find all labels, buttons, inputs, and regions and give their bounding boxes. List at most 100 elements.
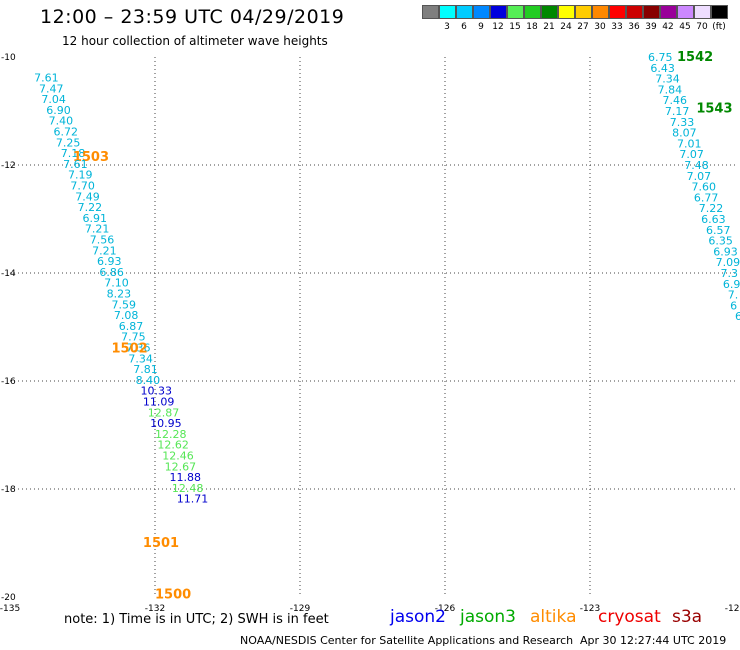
pass-number-label: 1543	[696, 101, 732, 116]
wave-height-value: 7.07	[687, 170, 712, 183]
wave-height-value: 12.87	[148, 406, 180, 419]
page-subtitle: 12 hour collection of altimeter wave hei…	[62, 34, 328, 48]
wave-height-value: 12.62	[157, 439, 189, 452]
wave-height-value: 8.23	[107, 288, 131, 301]
wave-height-value: 7.47	[39, 82, 64, 95]
wave-height-value: 6.87	[119, 320, 144, 333]
wave-height-value: 8.07	[672, 127, 697, 140]
wave-height-value: 6.63	[701, 213, 726, 226]
pass-number-label: 1503	[73, 150, 109, 165]
wave-height-value: 8.40	[136, 374, 161, 387]
scale-swatch	[626, 5, 643, 19]
wave-height-value: 7.25	[56, 136, 81, 149]
wave-height-value: 6.77	[694, 191, 719, 204]
wave-height-value: 7.10	[104, 277, 129, 290]
legend-item-altika: altika	[530, 607, 577, 627]
x-tick-label: -135	[0, 604, 20, 614]
wave-height-value: 11.09	[143, 396, 175, 409]
x-tick-label: -129	[290, 604, 311, 614]
wave-height-value: 7.75	[121, 331, 145, 344]
scale-swatch	[456, 5, 473, 19]
y-tick-label: -16	[1, 377, 16, 387]
scale-label: 21	[543, 22, 555, 32]
wave-height-value: 11.88	[170, 471, 202, 484]
wave-height-value: 6.72	[54, 126, 79, 139]
y-tick-label: -10	[1, 53, 16, 63]
wave-height-value: 7.48	[684, 159, 709, 172]
scale-label: 36	[628, 22, 640, 32]
scale-label: 6	[461, 22, 467, 32]
pass-number-label: 1500	[155, 587, 191, 602]
scale-label: 42	[662, 22, 674, 32]
wave-height-value: 7.22	[699, 202, 724, 215]
wave-height-value: 7.	[728, 289, 739, 302]
page-title: 12:00 – 23:59 UTC 04/29/2019	[40, 6, 345, 28]
y-tick-label: -12	[1, 161, 16, 171]
scale-swatch	[541, 5, 558, 19]
wave-height-value: 7.34	[128, 352, 153, 365]
scale-label: 39	[645, 22, 657, 32]
wave-height-value: 7.01	[677, 137, 702, 150]
legend-item-jason2: jason2	[390, 607, 446, 627]
wave-height-value: 7.04	[41, 93, 66, 106]
y-tick-label: -18	[1, 485, 16, 495]
wave-height-value: 7.61	[63, 158, 88, 171]
wave-height-value: 11.71	[177, 493, 209, 506]
wave-height-value: 7.81	[133, 363, 158, 376]
scale-swatch	[490, 5, 507, 19]
pass-number-label: 1501	[143, 536, 179, 551]
x-tick-label: -123	[580, 604, 600, 614]
generated-timestamp: Apr 30 12:27:44 UTC 2019	[580, 634, 727, 647]
wave-height-value: 6	[730, 299, 737, 312]
wave-height-value: 7.59	[112, 298, 137, 311]
wave-height-value: 12.46	[162, 450, 194, 463]
scale-label: (ft)	[712, 22, 726, 32]
wave-height-value: 6.57	[706, 224, 731, 237]
pass-number-label: 1502	[112, 342, 148, 357]
wave-height-value: 12.67	[165, 460, 197, 473]
wave-height-value: 7.17	[665, 105, 690, 118]
scale-swatch	[439, 5, 456, 19]
scale-label: 9	[478, 22, 484, 32]
wave-height-value: 7.34	[655, 73, 680, 86]
wave-height-value: 7.49	[75, 190, 100, 203]
wave-height-value: 7.21	[85, 223, 110, 236]
y-tick-label: -14	[1, 269, 16, 279]
wave-height-value: 6	[735, 310, 740, 323]
wave-height-value: 6.43	[650, 62, 675, 75]
x-tick-label: -126	[435, 604, 456, 614]
wave-height-value: 7.08	[114, 309, 138, 322]
wave-height-value: 6.93	[97, 255, 122, 268]
scale-swatch	[558, 5, 575, 19]
wave-height-value: 7.07	[679, 148, 704, 161]
scale-swatch	[507, 5, 524, 19]
wave-height-value: 7.70	[70, 180, 95, 193]
wave-height-value: 7.3	[721, 267, 739, 280]
wave-height-value: 6.75	[648, 51, 673, 64]
wave-height-value: 6.90	[46, 104, 71, 117]
wave-height-value: 7.56	[90, 234, 115, 247]
wave-height-value: 6.93	[713, 245, 738, 258]
legend-item-s3a: s3a	[672, 607, 703, 627]
y-tick-label: -20	[1, 593, 16, 603]
scale-swatch	[575, 5, 592, 19]
legend-item-jason3: jason3	[460, 607, 516, 627]
scale-label: 12	[492, 22, 504, 32]
wave-height-value: 10.33	[141, 385, 173, 398]
wave-height-value: 7.46	[663, 94, 688, 107]
wave-height-value: 12.48	[172, 482, 204, 495]
scale-swatch	[592, 5, 609, 19]
wave-height-value: 7.21	[92, 244, 117, 257]
scale-label: 70	[696, 22, 708, 32]
units-note: note: 1) Time is in UTC; 2) SWH is in fe…	[64, 612, 329, 627]
scale-label: 3	[444, 22, 450, 32]
scale-label: 27	[577, 22, 589, 32]
scale-label: 30	[594, 22, 606, 32]
wave-height-value: 7.09	[716, 256, 740, 269]
wave-height-value: 7.36	[126, 342, 151, 355]
wave-height-value: 7.60	[692, 181, 717, 194]
wave-height-value: 7.84	[658, 83, 683, 96]
scale-swatch	[524, 5, 541, 19]
scale-swatch	[677, 5, 694, 19]
scale-swatch	[609, 5, 626, 19]
